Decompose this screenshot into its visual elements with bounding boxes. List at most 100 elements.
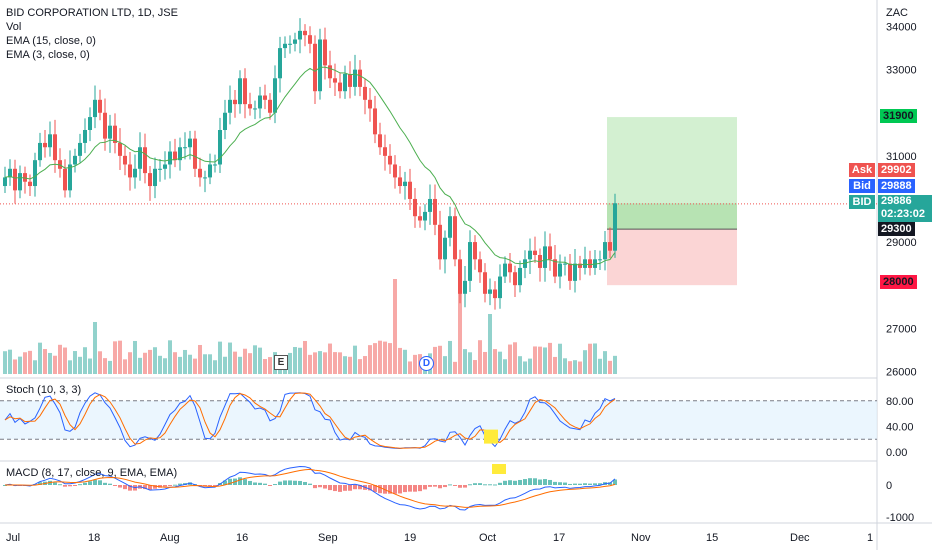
volume-bar [383, 341, 387, 374]
candle-body [613, 203, 617, 251]
candle-body [153, 168, 157, 187]
volume-bar [143, 352, 147, 374]
time-tick-label: 1 [867, 532, 873, 544]
candle-body [508, 263, 512, 273]
candle-body [283, 43, 287, 49]
volume-bar [348, 356, 352, 374]
volume-bar [248, 353, 252, 374]
volume-bar [548, 342, 552, 374]
stoch-tick-label: 40.00 [886, 421, 914, 433]
macd-histogram-bar [143, 485, 147, 490]
stoch-d-line [4, 392, 616, 449]
volume-bar [438, 345, 442, 374]
volume-bar [523, 361, 527, 374]
candle-body [103, 112, 107, 139]
macd-histogram-bar [273, 484, 277, 486]
volume-bar [18, 356, 22, 374]
macd-histogram-bar [148, 485, 152, 490]
macd-histogram-bar [208, 485, 212, 487]
macd-histogram-bar [438, 485, 442, 489]
time-tick-label: 17 [553, 532, 565, 544]
candle-body [43, 142, 47, 148]
earnings-marker[interactable]: E [274, 355, 288, 370]
volume-bar [138, 357, 142, 374]
candle-body [423, 211, 427, 221]
macd-histogram-bar [343, 485, 347, 491]
candle-body [433, 198, 437, 225]
volume-bar [68, 360, 72, 374]
macd-histogram-bar [473, 483, 477, 485]
volume-bar [38, 342, 42, 374]
stoch-flag [484, 429, 498, 444]
candle-body [28, 181, 32, 187]
candle-body [163, 164, 167, 169]
stop-zone [607, 229, 737, 286]
volume-bar [413, 354, 417, 374]
macd-histogram-bar [93, 479, 97, 485]
candle-body [453, 216, 457, 260]
volume-bar [478, 340, 482, 374]
volume-bar [218, 341, 222, 374]
macd-histogram-bar [328, 485, 332, 491]
volume-bar [268, 357, 272, 374]
macd-histogram-bar [533, 478, 537, 485]
candle-body [313, 43, 317, 92]
candle-body [378, 134, 382, 148]
volume-bar [398, 347, 402, 374]
bar-countdown: 02:23:02 [881, 208, 926, 220]
macd-histogram-bar [78, 484, 82, 486]
macd-histogram-bar [463, 485, 467, 488]
macd-histogram-bar [508, 480, 512, 485]
volume-bar [103, 358, 107, 374]
volume-bar [573, 360, 577, 374]
candle-body [588, 259, 592, 268]
macd-histogram-bar [178, 483, 182, 485]
ask-label: Ask [849, 163, 875, 177]
macd-histogram-bar [318, 485, 322, 488]
macd-histogram-bar [353, 485, 357, 490]
candle-body [483, 272, 487, 294]
macd-histogram-bar [513, 480, 517, 485]
candle-body [323, 39, 327, 66]
candle-body [258, 95, 262, 109]
candle-body [213, 164, 217, 166]
candle-body [233, 99, 237, 105]
candle-body [88, 117, 92, 130]
macd-histogram-bar [423, 485, 427, 490]
volume-bar [228, 342, 232, 374]
volume-bar [223, 356, 227, 374]
volume-bar [293, 347, 297, 374]
candle-body [38, 142, 42, 161]
volume-bar [208, 354, 212, 374]
stop-price-tag: 28000 [880, 275, 917, 289]
candle-body [183, 147, 187, 149]
time-tick-label: Dec [790, 532, 810, 544]
macd-histogram-bar [348, 485, 352, 491]
candle-body [408, 181, 412, 199]
candle-body [198, 168, 202, 178]
time-tick-label: 18 [88, 532, 100, 544]
candle-body [353, 69, 357, 87]
macd-histogram-bar [558, 482, 562, 485]
volume-bar [503, 359, 507, 374]
macd-histogram-bar [378, 485, 382, 494]
macd-histogram-bar [213, 485, 217, 486]
macd-histogram-bar [443, 485, 447, 488]
symbol-title: BID CORPORATION LTD, 1D, JSE [6, 7, 178, 19]
candle-body [438, 224, 442, 260]
candle-body [398, 177, 402, 187]
bid-price-tag: 29888 [878, 179, 915, 193]
macd-tick-label: 0 [886, 480, 892, 492]
volume-bar [588, 343, 592, 374]
volume-bar [343, 356, 347, 374]
volume-bar [118, 340, 122, 374]
macd-histogram-bar [613, 479, 617, 485]
dividend-marker[interactable]: D [419, 356, 434, 371]
macd-histogram-bar [408, 485, 412, 492]
volume-bar [33, 360, 37, 374]
candle-body [48, 134, 52, 148]
price-tick-label: 33000 [886, 65, 917, 77]
target-price-tag: 31900 [880, 109, 917, 123]
volume-bar [408, 361, 412, 374]
volume-bar [563, 358, 567, 374]
